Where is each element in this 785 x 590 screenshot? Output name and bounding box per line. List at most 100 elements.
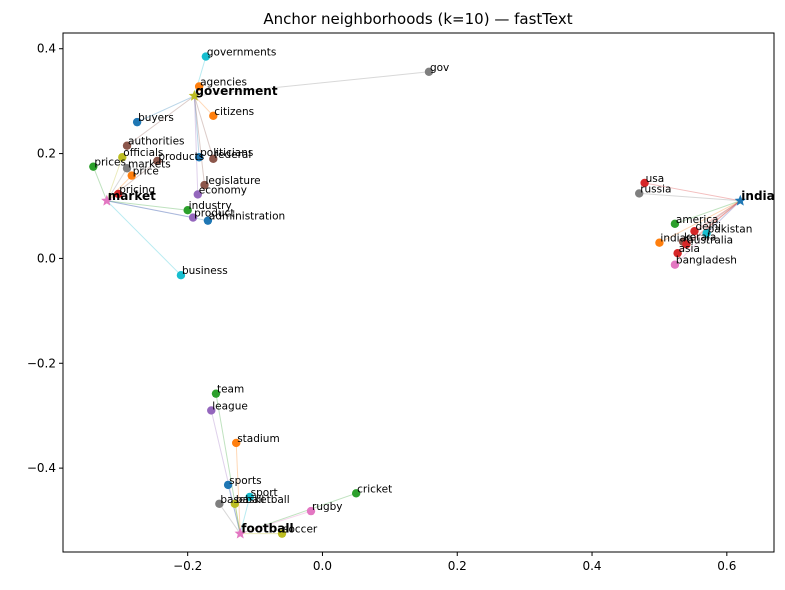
neighbor-point [209, 154, 218, 164]
neighbor-link [106, 200, 188, 211]
neighbor-link [639, 192, 741, 202]
neighbor-link [659, 200, 741, 244]
plot-frame [62, 32, 775, 553]
neighbor-point [215, 499, 224, 508]
neighbor-label: sport [251, 487, 278, 499]
neighbor-point [193, 190, 202, 199]
neighbor-label: russia [640, 183, 671, 195]
neighbor-point [690, 226, 699, 236]
anchor-label: india [741, 189, 774, 203]
neighbor-label: league [212, 400, 248, 412]
y-tick-label: −0.2 [27, 356, 56, 370]
neighbor-label: asia [679, 243, 700, 255]
neighbor-label: agencies [200, 76, 247, 88]
neighbor-label: baseball [220, 494, 264, 506]
neighbor-label: america [676, 214, 719, 226]
neighbor-link [218, 503, 241, 534]
neighbor-link [106, 157, 123, 201]
neighbor-label: legislature [206, 175, 261, 187]
y-tick-label: 0.4 [37, 42, 56, 56]
neighbor-point [127, 171, 136, 180]
neighbor-link [686, 200, 741, 245]
neighbor-label: economy [199, 184, 247, 196]
neighbor-point [132, 117, 142, 127]
neighbor-label: gov [430, 62, 449, 74]
neighbor-label: industry [189, 200, 232, 212]
anchor-label: football [241, 522, 293, 536]
neighbor-point [232, 438, 241, 448]
neighbor-point [635, 189, 644, 198]
neighbor-label: stadium [237, 433, 279, 445]
neighbor-point [200, 180, 209, 190]
neighbor-point [89, 162, 98, 171]
neighbor-label: australia [687, 234, 733, 246]
neighbor-label: kerala [684, 232, 716, 244]
neighbor-label: soccer [283, 524, 318, 536]
anchor-star-marker [734, 194, 747, 206]
neighbor-point [176, 271, 186, 280]
anchor-star-marker [234, 527, 246, 539]
neighbor-label: product [194, 208, 234, 220]
data-points [89, 52, 747, 539]
anchor-star-marker [188, 89, 201, 101]
neighbor-label: bangladesh [676, 255, 737, 267]
neighbor-link [193, 95, 200, 158]
neighbor-label: administration [209, 211, 285, 223]
neighbor-point [183, 205, 192, 215]
neighbor-label: politicians [200, 147, 253, 159]
neighbor-point [351, 489, 361, 498]
neighbor-link [126, 95, 195, 147]
neighbor-label: team [217, 384, 244, 396]
neighbor-label: pakistan [708, 223, 753, 235]
neighbor-link [193, 95, 214, 159]
neighbor-label: cricket [357, 483, 392, 495]
neighbor-link [694, 200, 741, 232]
y-tick-label: 0.2 [37, 147, 56, 161]
neighbor-point [655, 238, 664, 247]
x-tick-label: 0.0 [313, 559, 332, 573]
neighbor-point [670, 219, 680, 229]
neighbor-point [194, 153, 204, 162]
y-tick-label: −0.4 [27, 461, 56, 475]
neighbor-point [682, 240, 691, 249]
neighbor-label: price [133, 166, 159, 178]
neighbor-label: products [158, 151, 204, 163]
neighbor-point [277, 529, 287, 538]
neighbor-label: officials [123, 147, 163, 159]
neighbor-link [644, 182, 741, 202]
neighbor-link [210, 410, 241, 534]
neighbor-point [207, 406, 216, 415]
neighbor-label: markets [128, 158, 171, 170]
neighbor-link [106, 175, 133, 202]
point-labels: governments agencies gov citizens buyers auth… [94, 47, 774, 536]
anchor-label: market [108, 189, 156, 203]
neighbor-link [240, 510, 312, 535]
chart-title: Anchor neighborhoods (k=10) — fastText [263, 10, 572, 28]
neighbor-point [118, 153, 127, 162]
neighbor-link [106, 200, 182, 276]
neighbor-point [230, 499, 240, 508]
neighbor-link [106, 167, 128, 202]
neighbor-link [706, 200, 741, 234]
neighbor-link [92, 166, 108, 201]
neighbor-point [640, 178, 649, 188]
neighbor-link [106, 200, 194, 219]
neighbor-label: rugby [312, 501, 343, 513]
neighbor-point [245, 492, 254, 502]
neighbor-label: federal [214, 149, 251, 161]
neighbor-label: sports [229, 475, 261, 487]
neighbor-point [122, 164, 132, 173]
neighbor-lines [92, 56, 741, 535]
anchor-label: government [195, 84, 277, 98]
neighbor-point [194, 82, 204, 91]
neighbor-link [193, 95, 206, 186]
x-tick-label: 0.6 [717, 559, 736, 573]
neighbor-label: business [182, 265, 228, 277]
neighbor-point [670, 260, 680, 269]
neighbor-link [240, 492, 357, 535]
neighbor-point [673, 248, 682, 258]
neighbor-link [674, 200, 741, 225]
neighbor-point [209, 111, 218, 121]
neighbor-label: pricing [119, 184, 155, 196]
